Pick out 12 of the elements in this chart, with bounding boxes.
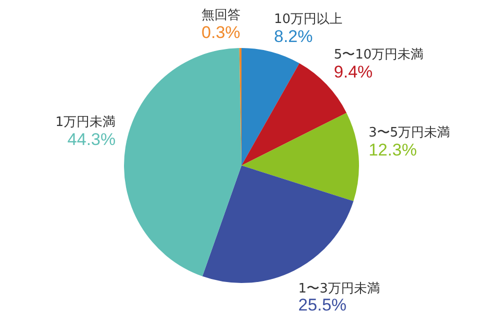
slice-label: 5〜10万円未満 [334,48,424,63]
slice-label: 1〜3万円未満 [298,282,380,297]
slice-label: 1万円未満 [55,115,116,130]
slice-label: 3〜5万円未満 [368,125,450,140]
data-label: 12.3% [368,140,417,160]
data-label: 0.3% [202,23,240,42]
data-label: 44.3% [67,130,116,150]
data-label: 9.4% [334,62,373,82]
slice-label: 無回答 [201,8,240,24]
data-label: 25.5% [298,296,347,315]
slice-label: 10万円以上 [274,12,343,28]
data-label: 8.2% [274,27,313,46]
